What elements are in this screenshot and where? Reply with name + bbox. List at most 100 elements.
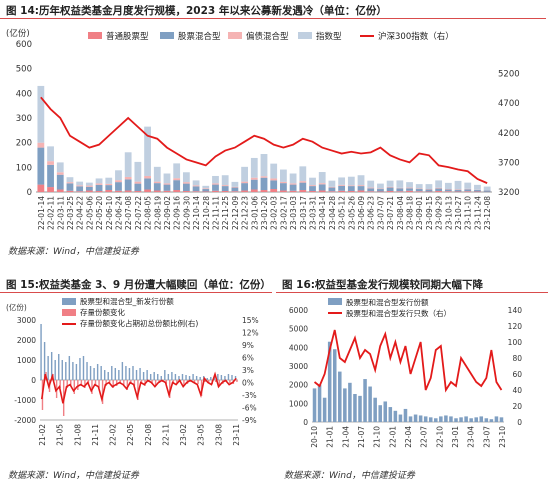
figure3-y-tick-label: 5000 xyxy=(289,325,308,334)
figure1-bar-0 xyxy=(192,191,200,192)
figure2-bar-0 xyxy=(146,370,148,380)
figure2-bar-0 xyxy=(135,370,138,380)
figure2-bar-1 xyxy=(154,380,157,386)
figure1-y-tick-label: 400 xyxy=(16,89,32,99)
figure3-x-tick-label: 21-10 xyxy=(373,426,382,448)
figure1-bar-0 xyxy=(85,190,93,192)
figure1-bar-0 xyxy=(357,190,365,192)
figure1-bar-1 xyxy=(454,190,462,192)
figure2-bar-0 xyxy=(153,372,155,380)
figure1-bar-3 xyxy=(444,182,452,190)
figure3-bar xyxy=(494,416,499,422)
figure1-bar-1 xyxy=(328,187,336,192)
figure1-bar-0 xyxy=(56,189,64,192)
figure1-bar-1 xyxy=(163,184,171,191)
figure1-bar-1 xyxy=(144,178,151,190)
figure3-bar xyxy=(484,418,489,422)
figure1-bar-0 xyxy=(47,187,54,192)
figure2-bar-0 xyxy=(125,366,127,380)
figure1-x-tick-label: 23-09-29 xyxy=(435,196,444,230)
figure2-bar-0 xyxy=(121,362,124,380)
figure2-bar-0 xyxy=(100,366,102,380)
figure1-bar-2 xyxy=(85,185,93,187)
figure1-x-tick-label: 22-11-25 xyxy=(221,196,230,230)
figure1-bar-3 xyxy=(105,177,113,184)
figure3-line-series xyxy=(313,329,503,393)
figure1-x-tick-label: 23-08-18 xyxy=(406,196,415,230)
figure1-bar-2 xyxy=(163,183,171,185)
figure1-bar-1 xyxy=(299,182,307,191)
figure1-bar-1 xyxy=(396,188,404,192)
figure1-bar-1 xyxy=(464,189,472,192)
figure2-y2-tick-label: -9% xyxy=(242,416,257,425)
figure2-bar-1 xyxy=(70,380,72,386)
figure2-bar-0 xyxy=(139,368,141,380)
figure2-bar-1 xyxy=(98,380,100,388)
figure1-bar-0 xyxy=(76,191,84,192)
figure2-x-tick-label: 21-11 xyxy=(91,424,100,446)
figure1-bar-3 xyxy=(338,177,346,185)
figure1-bar-1 xyxy=(56,174,64,190)
figure2-bar-1 xyxy=(215,380,217,382)
figure2-bar-0 xyxy=(86,362,88,380)
figure3-bar xyxy=(378,405,382,422)
figure1-legend-label: 股票混合型 xyxy=(178,31,221,42)
figure1-bar-2 xyxy=(124,176,132,180)
figure1-bar-3 xyxy=(357,175,365,186)
figure1-x-tick-label: 23-09-15 xyxy=(425,196,434,230)
figure1-bar-1 xyxy=(76,186,84,192)
figure1-bar-3 xyxy=(425,184,433,190)
figure2-bar-1 xyxy=(126,380,129,390)
figure1-bar-0 xyxy=(299,190,307,192)
figure1-bar-1 xyxy=(425,189,433,192)
figure1-bar-0 xyxy=(66,190,74,192)
figure3-x-tick-label: 21-04 xyxy=(341,426,350,448)
figure1-bar-1 xyxy=(415,189,423,192)
figure2-bar-0 xyxy=(149,374,152,380)
figure1-bar-2 xyxy=(47,161,54,165)
figure2-y-tick-label: -2000 xyxy=(14,416,36,425)
figure1-bar-2 xyxy=(338,184,346,186)
figure2-y-tick-label: 2000 xyxy=(17,336,36,345)
figure3-y2-tick-label: 120 xyxy=(508,322,523,331)
figure1-bar-3 xyxy=(367,180,375,188)
figure3-bar xyxy=(479,416,484,422)
figure2-x-tick-label: 21-08 xyxy=(73,424,82,446)
figure1-bar-3 xyxy=(483,186,491,191)
figure1-x-tick-label: 22-05-20 xyxy=(95,196,104,230)
figure1-x-tick-label: 22-02-11 xyxy=(47,196,56,230)
figure1-bar-0 xyxy=(270,189,278,192)
figure3-y-tick-label: 1000 xyxy=(289,399,308,408)
figure1-x-tick-label: 22-03-25 xyxy=(66,196,75,230)
figure1-bar-2 xyxy=(56,172,64,175)
figure1-x-tick-label: 23-09-01 xyxy=(415,196,424,230)
figure1-x-tick-label: 23-10-27 xyxy=(454,196,463,230)
figure1-bar-1 xyxy=(192,186,200,192)
figure1-bar-1 xyxy=(85,186,93,191)
figure2-bar-0 xyxy=(93,368,95,380)
figure3-x-tick-label: 22-04 xyxy=(404,426,413,448)
figure3-source: 数据来源：Wind，中信建投证券 xyxy=(284,471,415,481)
figure2-bar-0 xyxy=(217,374,219,380)
figure3-y2-tick-label: 20 xyxy=(512,402,522,411)
figure2-bar-0 xyxy=(195,376,198,380)
figure1-bar-2 xyxy=(212,183,219,185)
figure2-y-tick-label: -1000 xyxy=(14,396,36,405)
figure1-x-tick-label: 22-06-10 xyxy=(105,196,114,230)
figure1-bar-1 xyxy=(444,189,452,192)
figure2-bar-0 xyxy=(82,356,85,380)
figure1-bar-1 xyxy=(250,179,258,190)
figure1-x-tick-label: 23-08-04 xyxy=(396,196,405,230)
figure2-bar-0 xyxy=(54,360,56,380)
figure2-bar-0 xyxy=(96,364,99,380)
figure1-x-tick-label: 22-09-30 xyxy=(182,196,191,230)
figure1-bar-0 xyxy=(396,191,404,192)
figure1-bar-1 xyxy=(95,184,103,192)
figure1-bar-2 xyxy=(270,178,278,181)
figure2-bar-1 xyxy=(87,380,90,384)
figure1-bar-3 xyxy=(250,157,258,178)
figure2-bar-0 xyxy=(142,372,145,380)
figure2-bar-1 xyxy=(66,380,68,388)
figure1-bar-0 xyxy=(415,191,423,192)
figure2-y2-tick-label: 12% xyxy=(242,329,259,338)
